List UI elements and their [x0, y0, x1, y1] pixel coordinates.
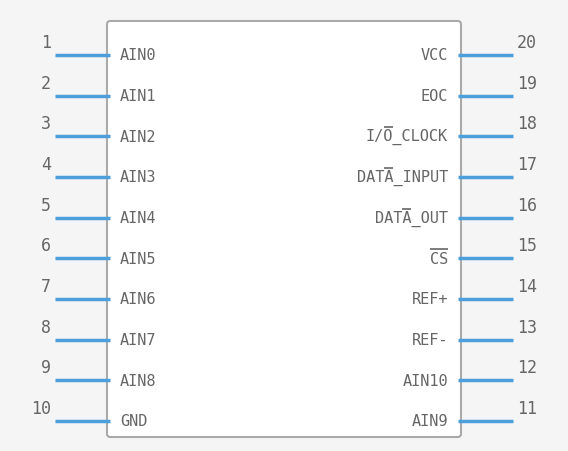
Text: 2: 2 [41, 74, 51, 92]
Text: AIN4: AIN4 [120, 211, 157, 226]
Text: 13: 13 [517, 318, 537, 336]
Text: AIN1: AIN1 [120, 89, 157, 104]
Text: 6: 6 [41, 237, 51, 255]
Text: CS: CS [430, 251, 448, 266]
FancyBboxPatch shape [107, 22, 461, 437]
Text: DATA_OUT: DATA_OUT [375, 210, 448, 226]
Text: AIN2: AIN2 [120, 129, 157, 144]
Text: 1: 1 [41, 34, 51, 52]
Text: 5: 5 [41, 196, 51, 214]
Text: 17: 17 [517, 156, 537, 174]
Text: 8: 8 [41, 318, 51, 336]
Text: REF-: REF- [411, 332, 448, 347]
Text: 14: 14 [517, 277, 537, 295]
Text: AIN10: AIN10 [402, 373, 448, 388]
Text: AIN6: AIN6 [120, 292, 157, 307]
Text: 16: 16 [517, 196, 537, 214]
Text: AIN5: AIN5 [120, 251, 157, 266]
Text: AIN0: AIN0 [120, 48, 157, 63]
Text: AIN3: AIN3 [120, 170, 157, 185]
Text: 7: 7 [41, 277, 51, 295]
Text: AIN7: AIN7 [120, 332, 157, 347]
Text: 10: 10 [31, 399, 51, 417]
Text: AIN8: AIN8 [120, 373, 157, 388]
Text: 11: 11 [517, 399, 537, 417]
Text: DATA_INPUT: DATA_INPUT [357, 170, 448, 186]
Text: VCC: VCC [421, 48, 448, 63]
Text: 9: 9 [41, 359, 51, 377]
Text: 20: 20 [517, 34, 537, 52]
Text: 18: 18 [517, 115, 537, 133]
Text: 3: 3 [41, 115, 51, 133]
Text: AIN9: AIN9 [411, 414, 448, 428]
Text: 12: 12 [517, 359, 537, 377]
Text: 15: 15 [517, 237, 537, 255]
Text: GND: GND [120, 414, 147, 428]
Text: 4: 4 [41, 156, 51, 174]
Text: EOC: EOC [421, 89, 448, 104]
Text: REF+: REF+ [411, 292, 448, 307]
Text: I/O_CLOCK: I/O_CLOCK [366, 129, 448, 145]
Text: 19: 19 [517, 74, 537, 92]
